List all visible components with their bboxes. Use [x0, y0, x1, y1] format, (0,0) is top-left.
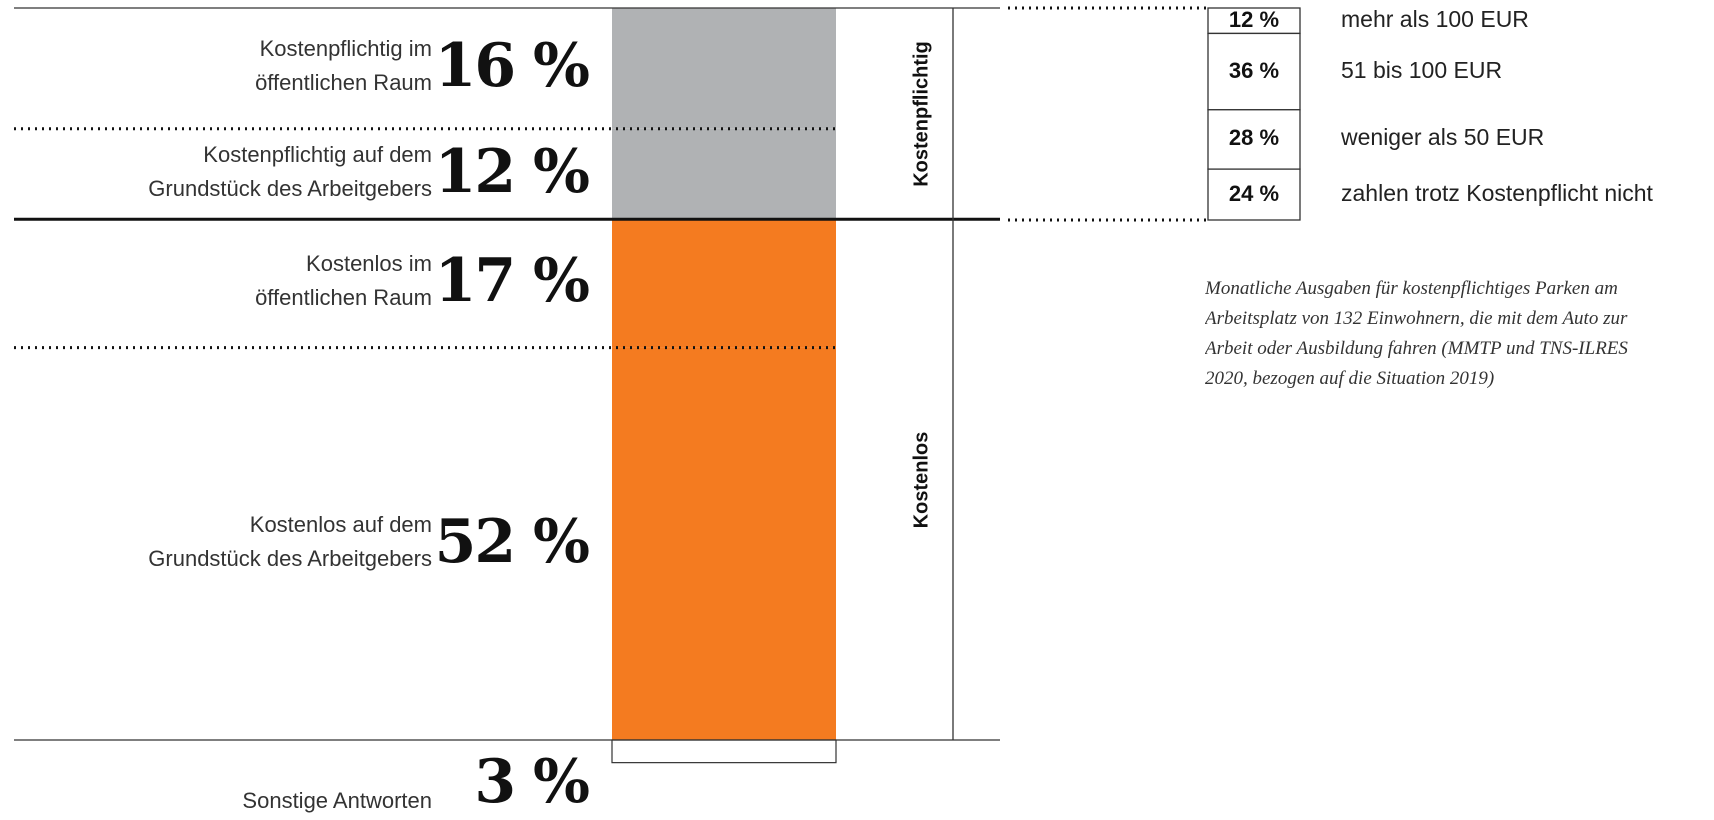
group-label: Kostenlos: [910, 431, 933, 528]
breakdown-value-label: 12 %: [1228, 6, 1280, 32]
bar-segment: [612, 219, 836, 348]
breakdown-segment: [1207, 109, 1301, 170]
segment-value-label: 17 %: [434, 246, 590, 317]
breakdown-label: 51 bis 100 EUR: [1341, 56, 1503, 83]
segment-label: Kostenpflichtig auf dem Grundstück des A…: [148, 142, 432, 202]
segment-value-label: 52 %: [434, 506, 590, 577]
segment-label: Sonstige Antworten: [242, 788, 432, 813]
breakdown-segment: [1207, 168, 1301, 221]
segment-label: Kostenlos im öffentlichen Raum: [255, 251, 432, 311]
group-label: Kostenpflichtig: [910, 40, 933, 187]
segment-label: Kostenpflichtig im öffentlichen Raum: [255, 36, 432, 96]
breakdown-label: weniger als 50 EUR: [1341, 124, 1545, 151]
breakdown-value-label: 24 %: [1228, 180, 1280, 206]
breakdown-value-label: 28 %: [1228, 125, 1280, 151]
segment-value-label: 12 %: [434, 137, 590, 208]
segment-value-label: 16 %: [434, 31, 590, 102]
segment-value-label: 3 %: [474, 747, 590, 817]
breakdown-label: mehr als 100 EUR: [1341, 5, 1529, 32]
breakdown-segment: [1207, 7, 1301, 35]
breakdown-value-label: 36 %: [1228, 57, 1280, 83]
chart-note: Monatliche Ausgaben für kostenpflichtige…: [1205, 278, 1628, 389]
breakdown-label: zahlen trotz Kostenpflicht nicht: [1341, 179, 1653, 206]
bar-segment: [612, 128, 836, 220]
segment-label: Kostenlos auf dem Grundstück des Arbeitg…: [148, 511, 432, 571]
bar-segment: [612, 347, 836, 740]
bar-segment: [611, 739, 837, 764]
bar-segment: [612, 8, 836, 129]
